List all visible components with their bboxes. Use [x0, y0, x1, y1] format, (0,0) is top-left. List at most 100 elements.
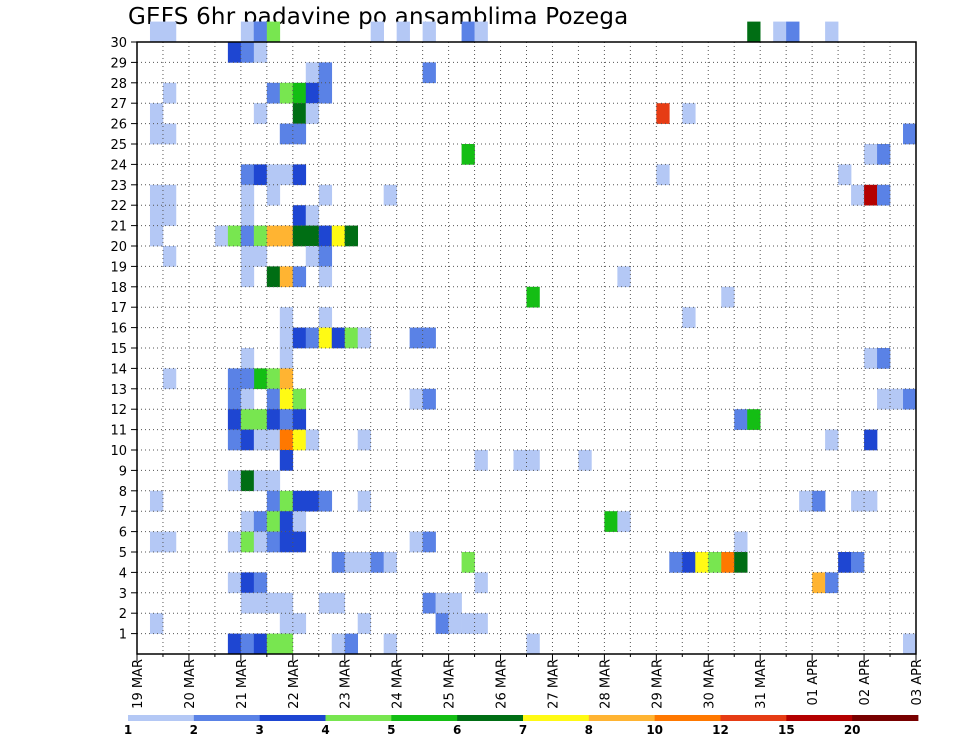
heatmap-cell — [240, 531, 255, 553]
heatmap-cell — [253, 409, 268, 430]
heatmap-cell — [747, 409, 761, 430]
heatmap-cell — [773, 21, 787, 43]
heatmap-cell — [357, 552, 371, 573]
heatmap-cell — [747, 21, 761, 43]
heatmap-cell — [448, 592, 462, 614]
heatmap-cell — [864, 490, 878, 512]
heatmap-cell — [253, 592, 268, 614]
heatmap-cell — [409, 388, 423, 410]
x-tick-label: 27 MAR — [546, 659, 561, 709]
heatmap-cell — [318, 266, 333, 288]
heatmap-cell — [292, 409, 307, 430]
heatmap-cell — [266, 592, 281, 614]
heatmap-cell — [240, 348, 255, 369]
heatmap-cell — [305, 225, 320, 247]
colorbar-swatch — [523, 715, 590, 721]
y-tick-label: 28 — [110, 77, 127, 92]
heatmap-cell — [318, 327, 333, 349]
x-tick-label: 28 MAR — [598, 659, 613, 709]
heatmap-cell — [292, 82, 307, 104]
heatmap-cell — [279, 82, 294, 104]
colorbar-swatch — [391, 715, 458, 721]
heatmap-cell — [331, 552, 346, 573]
heatmap-cell — [877, 184, 891, 206]
y-tick-label: 1 — [119, 628, 127, 643]
heatmap-cell — [682, 103, 696, 124]
heatmap-cell — [162, 184, 177, 206]
heatmap-cell — [266, 266, 281, 288]
heatmap-cell — [292, 490, 307, 512]
heatmap-cell — [474, 613, 488, 634]
heatmap-cell — [838, 164, 852, 186]
heatmap-cell — [149, 21, 164, 43]
heatmap-cell — [318, 246, 333, 267]
heatmap-cell — [279, 592, 294, 614]
heatmap-cell — [240, 184, 255, 206]
y-tick-label: 13 — [110, 383, 127, 398]
heatmap-cell — [448, 613, 462, 634]
heatmap-cell — [279, 633, 294, 655]
y-tick-label: 19 — [110, 260, 127, 275]
heatmap-cell — [526, 286, 540, 308]
heatmap-cell — [461, 552, 475, 573]
heatmap-cell — [266, 511, 281, 532]
heatmap-cell — [227, 225, 242, 247]
heatmap-cell — [292, 613, 307, 634]
colorbar-swatch — [457, 715, 524, 721]
heatmap-cell — [149, 531, 164, 553]
heatmap-cell — [526, 450, 540, 471]
heatmap-cell — [253, 225, 268, 247]
heatmap-cell — [279, 409, 294, 430]
heatmap-cell — [318, 184, 333, 206]
heatmap-cell — [851, 552, 865, 573]
heatmap-cell — [292, 429, 307, 451]
heatmap-cell — [331, 633, 346, 655]
x-tick-label: 26 MAR — [495, 659, 510, 709]
heatmap-cell — [305, 205, 320, 226]
x-tick-label: 30 MAR — [702, 659, 717, 709]
heatmap-cell — [227, 368, 242, 390]
heatmap-cell — [435, 592, 449, 614]
heatmap-cell — [227, 42, 242, 63]
y-tick-label: 23 — [110, 179, 127, 194]
heatmap-cell — [266, 429, 281, 451]
y-tick-label: 3 — [119, 587, 127, 602]
heatmap-cell — [318, 307, 333, 328]
heatmap-cell — [149, 205, 164, 226]
colorbar-swatch — [128, 715, 195, 721]
heatmap-cell — [227, 470, 242, 492]
heatmap-cell — [279, 490, 294, 512]
heatmap-cell — [422, 21, 436, 43]
heatmap-cell — [266, 531, 281, 553]
heatmap-cell — [721, 286, 735, 308]
heatmap-cell — [240, 511, 255, 532]
heatmap-cell — [279, 368, 294, 390]
heatmap-cell — [279, 225, 294, 247]
y-tick-label: 18 — [110, 281, 127, 296]
heatmap-cell — [877, 348, 891, 369]
colorbar-swatch — [852, 715, 919, 721]
y-tick-label: 25 — [110, 138, 127, 153]
heatmap-cell — [422, 388, 436, 410]
x-tick-label: 03 APR — [910, 659, 925, 705]
heatmap-cell — [305, 490, 320, 512]
heatmap-cell — [357, 613, 371, 634]
heatmap-cell — [357, 429, 371, 451]
heatmap-cell — [266, 184, 281, 206]
heatmap-cell — [240, 633, 255, 655]
heatmap-cell — [240, 246, 255, 267]
heatmap-cell — [279, 348, 294, 369]
colorbar-label: 1 — [124, 723, 132, 737]
heatmap-cell — [240, 266, 255, 288]
heatmap-cell — [253, 164, 268, 186]
heatmap-cell — [240, 470, 255, 492]
heatmap-cell — [604, 511, 618, 532]
heatmap-cell — [903, 123, 917, 145]
heatmap-cell — [240, 368, 255, 390]
heatmap-cell — [292, 123, 307, 145]
heatmap-cell — [474, 572, 488, 594]
heatmap-cell — [422, 62, 436, 84]
heatmap-cell — [851, 490, 865, 512]
heatmap-cell — [266, 633, 281, 655]
